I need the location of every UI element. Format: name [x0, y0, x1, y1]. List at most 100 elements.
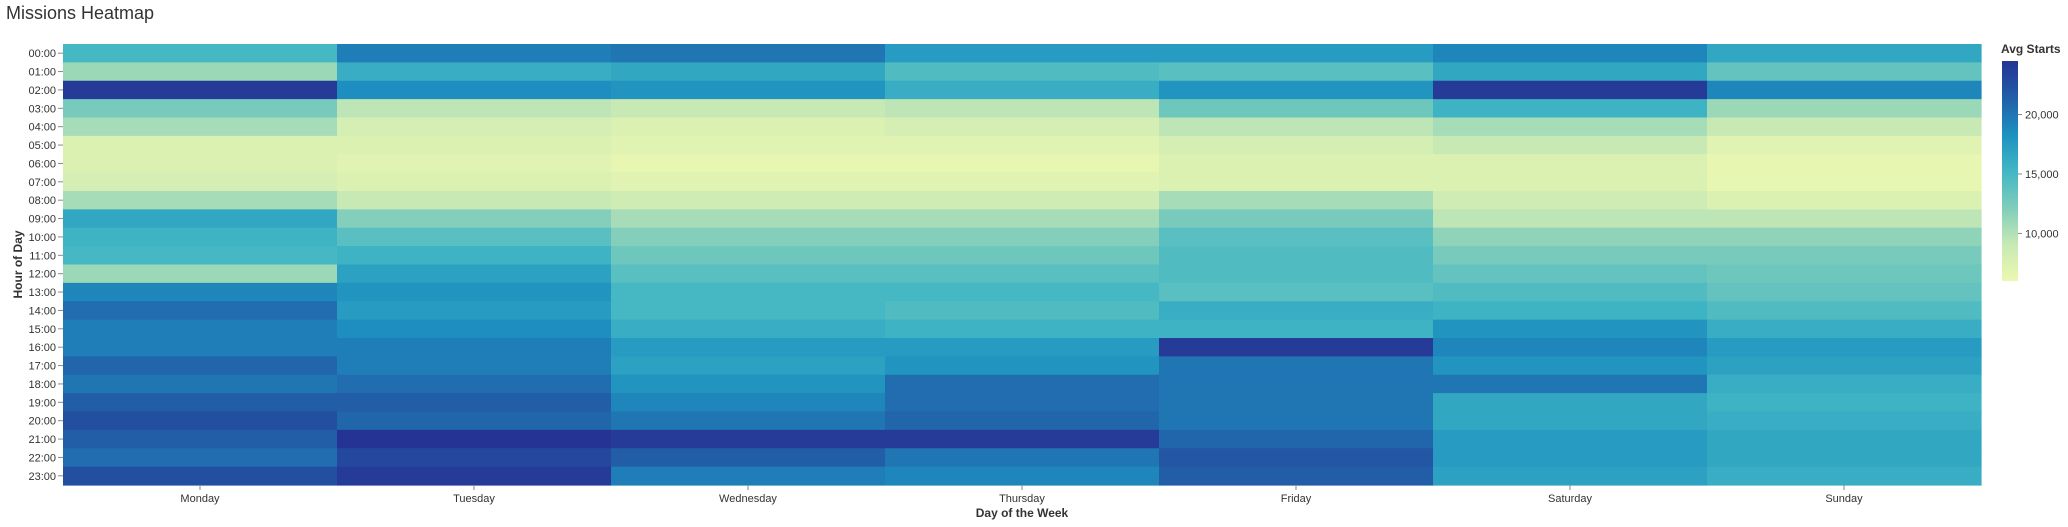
legend-title: Avg Starts — [2001, 42, 2061, 56]
x-tick-label: Saturday — [1548, 493, 1593, 505]
heatmap-cell — [1159, 62, 1434, 82]
y-tick-label: 21:00 — [28, 434, 56, 446]
y-tick-label: 20:00 — [28, 416, 56, 428]
heatmap-cell — [1433, 301, 1708, 321]
y-tick-label: 10:00 — [28, 232, 56, 244]
heatmap-cell — [1159, 356, 1434, 376]
heatmap-cell — [1707, 466, 1982, 486]
heatmap-cell — [63, 282, 338, 302]
x-tick-label: Wednesday — [719, 493, 777, 505]
heatmap-cell — [611, 62, 886, 82]
heatmap-cell — [63, 209, 338, 229]
heatmap-cell — [1707, 246, 1982, 266]
heatmap-cell — [1707, 99, 1982, 119]
heatmap-cell — [1433, 209, 1708, 229]
y-tick-label: 18:00 — [28, 379, 56, 391]
y-tick-label: 12:00 — [28, 269, 56, 281]
heatmap-cell — [611, 338, 886, 357]
heatmap-cell — [337, 411, 612, 431]
heatmap-cell — [611, 374, 886, 394]
legend-tick-label: 15,000 — [2025, 169, 2059, 181]
heatmap-cell — [1433, 393, 1708, 413]
heatmap-cell — [1159, 264, 1434, 284]
heatmap-cell — [1707, 172, 1982, 192]
heatmap-cell — [63, 62, 338, 82]
heatmap-cell — [885, 448, 1160, 468]
heatmap-cell — [885, 246, 1160, 266]
heatmap-cell — [63, 172, 338, 192]
x-tick-label: Monday — [180, 493, 220, 505]
heatmap-cell — [611, 209, 886, 229]
heatmap-cell — [1707, 135, 1982, 155]
heatmap-cell — [611, 44, 886, 63]
y-tick-label: 22:00 — [28, 452, 56, 464]
heatmap-cell — [63, 154, 338, 174]
heatmap-cell — [1159, 209, 1434, 229]
heatmap-cell — [611, 117, 886, 137]
y-axis-ticks: 00:00 01:00 02:00 03:00 04:00 05:00 06:00 07:00… — [28, 48, 63, 483]
heatmap-cell — [1433, 191, 1708, 210]
heatmap-cell — [337, 80, 612, 100]
heatmap-cell — [1707, 356, 1982, 376]
heatmap-cell — [1159, 429, 1434, 449]
heatmap-cell — [1433, 282, 1708, 302]
heatmap-cell — [611, 393, 886, 413]
heatmap-cell — [1433, 80, 1708, 100]
heatmap-cell — [1707, 264, 1982, 284]
heatmap-cell — [337, 393, 612, 413]
heatmap-cell — [1433, 227, 1708, 247]
heatmap-cell — [611, 301, 886, 321]
heatmap-cell — [611, 282, 886, 302]
heatmap-cell — [1159, 282, 1434, 302]
heatmap-cell — [63, 466, 338, 486]
heatmap-cell — [1433, 117, 1708, 137]
heatmap-cell — [1159, 135, 1434, 155]
heatmap-cell — [337, 319, 612, 339]
heatmap-cell — [611, 319, 886, 339]
heatmap-cell — [885, 301, 1160, 321]
heatmap-cell — [1433, 99, 1708, 119]
heatmap-cell — [63, 191, 338, 210]
heatmap-cell — [63, 338, 338, 357]
heatmap-cell — [1433, 135, 1708, 155]
legend-tick-label: 10,000 — [2025, 228, 2059, 240]
heatmap-cell — [63, 264, 338, 284]
heatmap-cell — [1707, 282, 1982, 302]
heatmap-cell — [1707, 117, 1982, 137]
heatmap-cell — [885, 466, 1160, 486]
heatmap-cell — [1707, 319, 1982, 339]
heatmap-cell — [63, 117, 338, 137]
heatmap-cell — [885, 44, 1160, 63]
heatmap-cell — [1433, 319, 1708, 339]
heatmap-cell — [1159, 246, 1434, 266]
heatmap-cell — [1159, 172, 1434, 192]
heatmap-cell — [1159, 99, 1434, 119]
heatmap-cell — [1707, 154, 1982, 174]
heatmap-cell — [63, 374, 338, 394]
heatmap-cell — [1159, 154, 1434, 174]
x-tick-label: Thursday — [999, 493, 1045, 505]
y-axis-title: Hour of Day — [11, 230, 25, 298]
heatmap-cell — [1707, 393, 1982, 413]
x-axis-title: Day of the Week — [976, 506, 1069, 520]
heatmap-cell — [611, 154, 886, 174]
heatmap-cell — [885, 191, 1160, 210]
heatmap-cell — [1159, 117, 1434, 137]
heatmap-cell — [885, 172, 1160, 192]
heatmap-cell — [1433, 62, 1708, 82]
heatmap-cell — [337, 99, 612, 119]
y-tick-label: 00:00 — [28, 48, 56, 60]
heatmap-cell — [1433, 44, 1708, 63]
heatmap-cell — [1433, 154, 1708, 174]
heatmap-cell — [885, 356, 1160, 376]
heatmap-cell — [1707, 301, 1982, 321]
heatmap-cell — [1707, 44, 1982, 63]
heatmap-cell — [885, 227, 1160, 247]
heatmap-cell — [1159, 466, 1434, 486]
heatmap-cell — [337, 227, 612, 247]
heatmap-cell — [1707, 338, 1982, 357]
heatmap-cell — [1159, 191, 1434, 210]
heatmap-cell — [337, 429, 612, 449]
heatmap-cell — [1433, 338, 1708, 357]
heatmap-cell — [611, 172, 886, 192]
